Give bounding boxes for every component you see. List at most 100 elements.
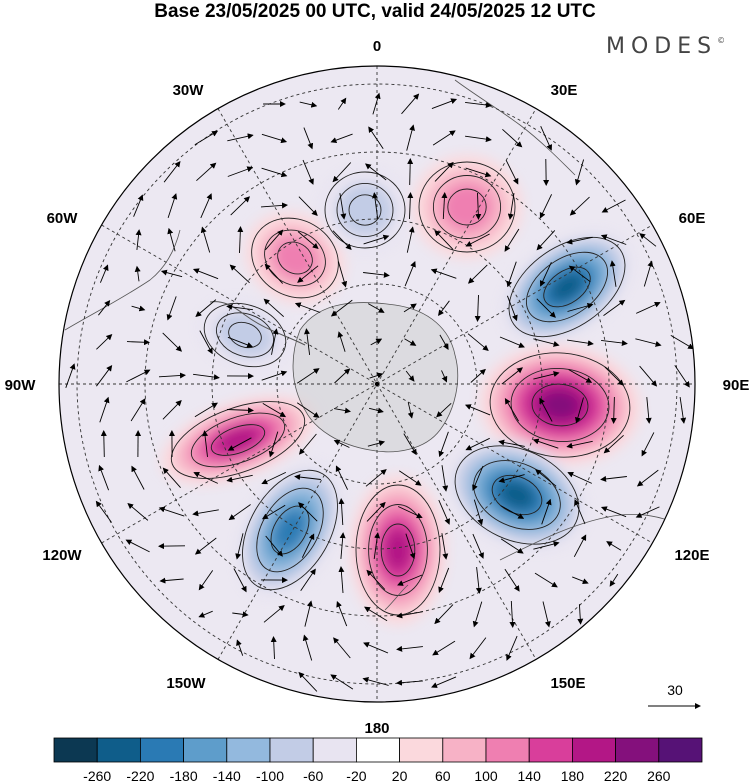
wind-vector bbox=[469, 637, 487, 660]
wind-vector bbox=[372, 92, 381, 115]
new-zealand-coast bbox=[384, 584, 409, 611]
colorbar-swatch bbox=[139, 737, 184, 763]
wind-vector bbox=[365, 469, 387, 487]
wind-vector bbox=[294, 474, 321, 481]
wind-vector bbox=[600, 506, 627, 518]
anomaly-contour bbox=[210, 424, 266, 456]
wind-vector bbox=[300, 568, 316, 591]
wind-vector bbox=[573, 534, 587, 558]
wind-vector bbox=[162, 399, 182, 420]
wind-vector bbox=[601, 339, 628, 346]
wind-vector bbox=[604, 366, 624, 386]
wind-vector bbox=[606, 541, 622, 551]
colorbar-swatch bbox=[355, 737, 400, 763]
wind-vector bbox=[261, 133, 288, 144]
anomaly-shade bbox=[499, 481, 535, 509]
wind-vector bbox=[200, 193, 212, 219]
wind-vector bbox=[501, 367, 523, 385]
wind-vector bbox=[301, 533, 315, 558]
anomaly-contour bbox=[447, 188, 487, 226]
wind-vector bbox=[339, 532, 346, 559]
wind-vector bbox=[304, 328, 311, 355]
wind-vector bbox=[539, 194, 553, 219]
anomaly-shade bbox=[384, 528, 412, 572]
colorbar-tick-label: -140 bbox=[213, 768, 241, 783]
wind-vector bbox=[337, 331, 346, 352]
lon-label-150w: 150W bbox=[166, 675, 206, 692]
wind-vector bbox=[127, 502, 149, 521]
wind-vector bbox=[265, 229, 284, 251]
wind-vector bbox=[472, 533, 484, 559]
colorbar-swatch bbox=[615, 737, 660, 763]
wind-vector bbox=[100, 430, 107, 458]
wind-vector bbox=[534, 572, 558, 588]
wind-vector bbox=[569, 196, 590, 216]
wind-vector bbox=[405, 533, 416, 560]
wind-vector bbox=[539, 262, 552, 287]
wind-vector bbox=[670, 335, 695, 350]
wind-vector bbox=[396, 679, 424, 686]
wind-vector bbox=[333, 439, 350, 448]
lon-label-120w: 120W bbox=[42, 547, 82, 564]
wind-vector bbox=[365, 163, 387, 181]
wind-vector bbox=[431, 676, 457, 688]
wind-vector bbox=[603, 299, 626, 316]
wind-vector bbox=[600, 475, 627, 482]
wind-vector bbox=[635, 338, 662, 347]
wind-vector bbox=[506, 635, 518, 661]
wind-vector bbox=[568, 369, 593, 383]
wind-vector bbox=[507, 193, 515, 220]
wind-vector bbox=[465, 101, 492, 108]
wind-vector bbox=[362, 677, 389, 686]
wind-vector bbox=[262, 403, 287, 418]
wind-vector bbox=[407, 402, 414, 419]
wind-vector bbox=[226, 303, 253, 311]
wind-vector bbox=[438, 431, 449, 458]
wind-vector bbox=[470, 368, 486, 383]
wind-vector bbox=[403, 433, 417, 456]
wind-vector bbox=[465, 135, 492, 143]
colorbar-tick-label: -60 bbox=[303, 768, 323, 783]
wind-vector bbox=[639, 233, 657, 247]
anomaly-contour bbox=[228, 321, 262, 349]
wind-vector bbox=[159, 577, 184, 584]
wind-vector bbox=[162, 467, 181, 488]
wind-vector bbox=[339, 193, 347, 220]
wind-vector bbox=[441, 465, 449, 492]
wind-vector bbox=[364, 606, 388, 622]
colorbar-swatch bbox=[226, 737, 271, 763]
wind-vector bbox=[498, 439, 525, 447]
anomaly-contour bbox=[277, 241, 313, 275]
wind-vector bbox=[363, 271, 390, 278]
wind-vector bbox=[465, 233, 490, 247]
wind-vector bbox=[271, 328, 279, 355]
wind-vector bbox=[679, 397, 687, 424]
wind-vector bbox=[236, 639, 244, 656]
wind-vector bbox=[434, 604, 454, 625]
wind-vector bbox=[536, 298, 556, 318]
anomaly-contour bbox=[531, 383, 589, 427]
wind-vector bbox=[194, 537, 217, 555]
wind-vector bbox=[500, 505, 525, 519]
colorbar-tick-label: -20 bbox=[346, 768, 366, 783]
colorbar-tick-label: 60 bbox=[435, 768, 451, 783]
vector-reference-label: 30 bbox=[667, 682, 683, 698]
wind-vector bbox=[367, 440, 386, 447]
lon-label-120e: 120E bbox=[674, 547, 709, 564]
wind-vector bbox=[298, 433, 317, 455]
anomaly-shade bbox=[274, 510, 306, 550]
wind-vector bbox=[473, 499, 484, 526]
wind-vector bbox=[298, 671, 318, 692]
wind-vector bbox=[398, 470, 422, 486]
colorbar-tick-label: 220 bbox=[604, 768, 628, 783]
wind-vector bbox=[502, 128, 523, 148]
wind-vector bbox=[332, 230, 352, 251]
wind-vector bbox=[270, 636, 277, 660]
lon-label-150e: 150E bbox=[550, 675, 585, 692]
wind-vector bbox=[227, 133, 254, 142]
wind-vector bbox=[268, 431, 279, 458]
wind-vector bbox=[335, 465, 349, 490]
wind-vector bbox=[233, 568, 247, 593]
wind-vector bbox=[200, 226, 211, 253]
